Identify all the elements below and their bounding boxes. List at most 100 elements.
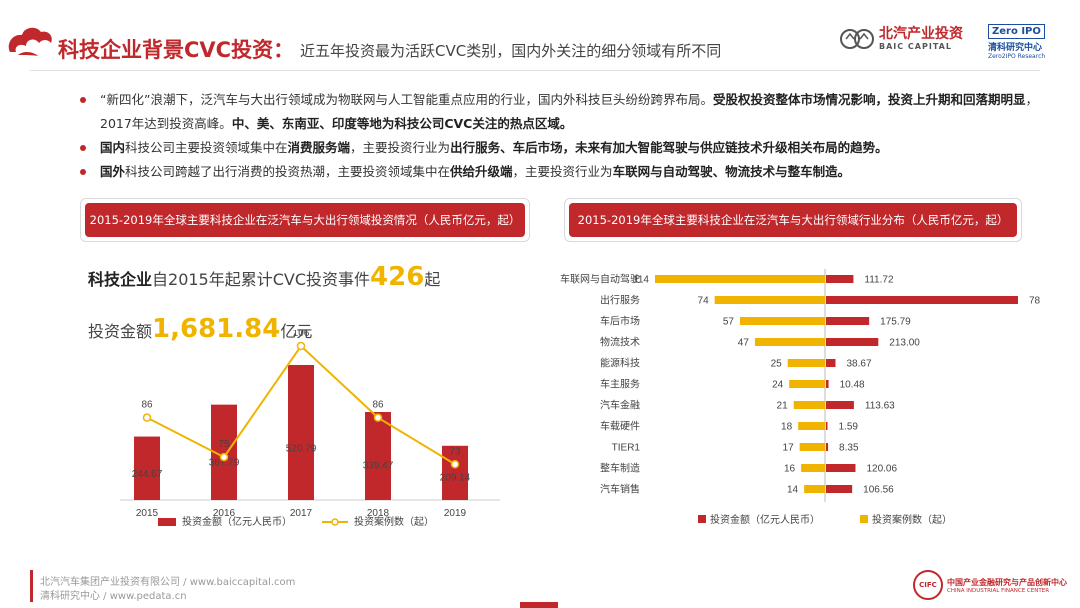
bar-value-label: 209.14: [440, 472, 471, 483]
zero2ipo-logo: Zero IPO 清科研究中心 Zero2IPO Research: [988, 24, 1050, 60]
legend-label-count: 投资案例数（起）: [872, 513, 952, 526]
right-section-header-label: 2015-2019年全球主要科技企业在泛汽车与大出行领域行业分布（人民币亿元，起…: [569, 203, 1017, 237]
category-label: 车载硬件: [600, 420, 640, 433]
bar-value-label: 339.47: [363, 460, 394, 471]
cvc-event-stat: 科技企业自2015年起累计CVC投资事件426起: [88, 262, 440, 292]
bar-investment-amount: [826, 317, 870, 325]
bar-investment-amount: [826, 275, 854, 283]
bullet-text-segment: 消费服务端: [287, 140, 351, 155]
title-divider: [30, 70, 1040, 71]
amount-value-label: 111.72: [864, 275, 894, 286]
category-label: 物流技术: [600, 336, 640, 349]
bar-investment-amount: [826, 359, 836, 367]
legend-swatch-amount: [158, 518, 176, 526]
bar-investment-amount: [826, 296, 1018, 304]
bullet-text-segment: 供给升级端: [450, 164, 513, 179]
bar-investment-count: [804, 485, 825, 493]
cifc-seal-icon: CIFC: [913, 570, 943, 600]
line-value-label: 75: [218, 439, 230, 450]
x-tick-label: 2019: [444, 508, 467, 519]
bar-investment-count: [714, 296, 825, 304]
brand-cloud-icon: [8, 27, 52, 56]
right-section-header: 2015-2019年全球主要科技企业在泛汽车与大出行领域行业分布（人民币亿元，起…: [564, 198, 1022, 242]
legend-swatch-amount: [698, 515, 706, 523]
industry-distribution-chart: 114 111.72 车联网与自动驾驶 74 782.00 出行服务 57 175.79 车后市…: [560, 269, 1040, 526]
bullet-text-segment: 受股权投资整体市场情况影响，投资上升期和回落期明显: [712, 92, 1026, 107]
bar-investment-count: [754, 338, 825, 346]
line-point-investment-count: [219, 452, 229, 462]
bar-investment-count: [801, 464, 825, 472]
amount-value-label: 113.63: [865, 401, 895, 412]
legend-label-amount: 投资金额（亿元人民币）: [182, 515, 292, 528]
bar-value-label: 244.67: [132, 469, 163, 480]
count-value-label: 18: [781, 422, 793, 433]
baic-capital-logo: 北汽产业投资 BAIC CAPITAL: [840, 26, 963, 51]
annual-investment-chart: 244.67 2015 367.79 2016 520.79 2017 339.47 2018…: [120, 330, 500, 528]
line-point-investment-count: [373, 413, 383, 422]
bullet-list: “新四化”浪潮下，泛汽车与大出行领域成为物联网与人工智能重点应用的行业，国内外科…: [80, 88, 1040, 184]
bar-investment-amount: [365, 411, 391, 500]
bullet-text-segment: 科技公司跨越了出行消费的投资热潮，主要投资领域集中在: [125, 164, 451, 179]
bar-investment-count: [789, 380, 825, 388]
amount-value-label: 8.35: [839, 443, 859, 454]
bar-investment-count: [787, 359, 825, 367]
category-label: 车后市场: [600, 315, 640, 328]
page-subtitle: 近五年投资最为活跃CVC类别，国内外关注的细分领域有所不同: [300, 42, 722, 60]
bar-investment-amount: [826, 464, 856, 472]
amount-value-label: 106.56: [863, 485, 894, 496]
stat1-number: 426: [370, 262, 425, 292]
bar-value-label: 520.79: [286, 443, 317, 454]
count-value-label: 17: [783, 443, 795, 454]
count-value-label: 114: [633, 275, 649, 286]
footer-line-1: 北汽汽车集团产业投资有限公司 / www.baiccapital.com: [40, 577, 296, 588]
bar-investment-amount: [826, 422, 828, 430]
count-value-label: 74: [698, 296, 710, 307]
category-label: 汽车销售: [600, 483, 640, 496]
bar-investment-count: [740, 317, 825, 325]
bullet-item: 国外科技公司跨越了出行消费的投资热潮，主要投资领域集中在供给升级端，主要投资行业…: [80, 160, 1040, 184]
bullet-text-segment: ，2017年达到投资高峰。: [100, 92, 1038, 131]
legend-label-count: 投资案例数（起）: [354, 515, 434, 528]
bar-investment-count: [799, 443, 825, 451]
line-point-investment-count: [142, 413, 152, 422]
x-tick-label: 2017: [290, 508, 313, 519]
bullet-item: 国内科技公司主要投资领域集中在消费服务端，主要投资行业为出行服务、车后市场，未来…: [80, 136, 1040, 160]
bar-investment-count: [793, 401, 825, 409]
bullet-text-segment: 科技公司主要投资领域集中在: [125, 140, 288, 155]
amount-value-label: 1.59: [839, 422, 859, 433]
count-value-label: 16: [784, 464, 796, 475]
count-value-label: 25: [771, 359, 783, 370]
page-title: 科技企业背景CVC投资：: [58, 38, 295, 62]
bar-investment-amount: [826, 401, 854, 409]
footer-line-2: 清科研究中心 / www.pedata.cn: [40, 591, 187, 602]
bullet-text-segment: ，主要投资行业为: [350, 140, 451, 155]
footer-center-accent: [520, 602, 558, 608]
amount-value-label: 782.00: [1029, 296, 1040, 307]
cifc-name-en: CHINA INDUSTRIAL FINANCE CENTER: [947, 587, 1050, 594]
count-value-label: 57: [723, 317, 735, 328]
amount-value-label: 10.48: [840, 380, 865, 391]
category-label: 车主服务: [600, 378, 640, 391]
bar-value-label: 367.79: [209, 458, 240, 469]
bullet-text-segment: 出行服务、车后市场，未来有加大智能驾驶与供应链技术升级相关布局的趋势。: [450, 140, 888, 155]
bar-investment-amount: [442, 445, 468, 500]
x-tick-label: 2016: [213, 508, 236, 519]
bullet-dot-icon: [80, 97, 86, 103]
bar-investment-count: [798, 422, 825, 430]
cifc-logo: CIFC 中国产业金融研究与产品创新中心 CHINA INDUSTRIAL FI…: [913, 570, 1067, 600]
legend-swatch-count: [860, 515, 868, 523]
stat1-unit: 起: [424, 270, 441, 289]
stat1-text: 自2015年起累计CVC投资事件: [152, 270, 371, 289]
x-tick-label: 2018: [367, 508, 390, 519]
line-value-label: 73: [449, 446, 461, 457]
bullet-dot-icon: [80, 169, 86, 175]
brand-name-en: BAIC CAPITAL: [879, 42, 952, 51]
category-label: 整车制造: [600, 462, 640, 475]
bar-investment-amount: [134, 436, 160, 500]
line-value-label: 106: [293, 330, 310, 339]
cifc-name-cn: 中国产业金融研究与产品创新中心: [947, 577, 1067, 587]
bar-investment-amount: [826, 338, 879, 346]
line-value-label: 86: [372, 400, 384, 411]
stat1-subject: 科技企业: [88, 270, 153, 289]
count-value-label: 21: [777, 401, 789, 412]
